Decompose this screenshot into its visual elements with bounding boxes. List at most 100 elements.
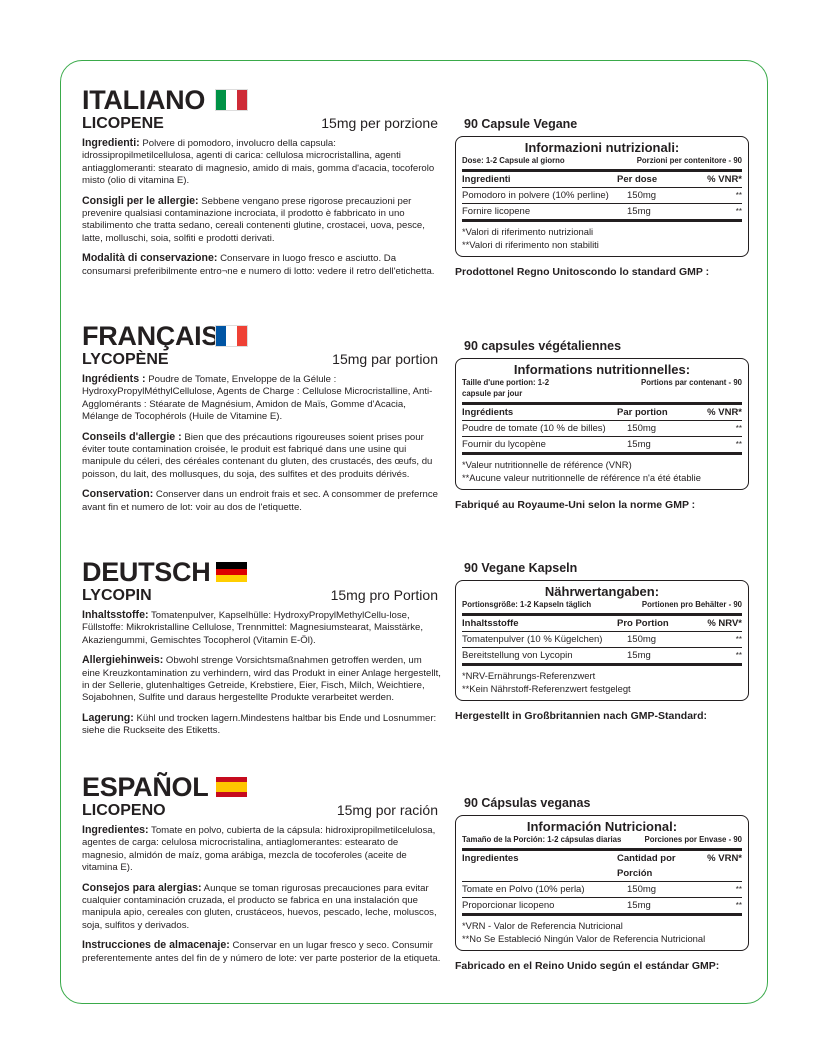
nutrition-column: 90 Vegane Kapseln Nährwertangaben: Portion…	[455, 561, 749, 722]
table-cell: **	[735, 191, 742, 200]
paragraph-text: Conserver dans un endroit frais et sec. …	[82, 489, 438, 513]
table-row: Poudre de tomate (10 % de billes) 150mg **	[462, 421, 742, 437]
language-name: DEUTSCH	[82, 557, 211, 587]
table-cell: Bereitstellung von Lycopin	[462, 650, 573, 661]
serving-size: Tamaño de la Porción: 1-2 cápsulas diari…	[462, 835, 622, 844]
product-name: LICOPENO	[82, 802, 166, 819]
table-header: Ingrédients Par portion % VNR*	[462, 405, 742, 421]
paragraph-text: Tomatenpulver, Kapselhülle: HydroxyPropy…	[82, 610, 424, 646]
paragraph-label: Allergiehinweis:	[82, 654, 164, 667]
table-cell: 150mg	[627, 190, 657, 201]
servings-per-container: Porzioni per contenitore - 90	[636, 156, 742, 165]
language-title: ESPAÑOL	[82, 773, 442, 801]
info-paragraph: Conseils d'allergie : Bien que des préca…	[82, 431, 442, 482]
flag-stripe	[226, 90, 237, 110]
footnotes: *Valeur nutritionnelle de référence (VNR…	[462, 459, 742, 484]
flag-stripe	[216, 562, 247, 569]
spain-flag-icon	[216, 777, 247, 797]
paragraph-text: Poudre de Tomate, Enveloppe de la Gélule…	[82, 374, 433, 423]
table-cell: 15mg	[627, 439, 651, 450]
paragraph-label: Inhaltsstoffe:	[82, 609, 149, 621]
servings-per-container: Porciones por Envase - 90	[644, 835, 743, 844]
language-name: FRANÇAIS	[82, 321, 220, 351]
info-paragraph: Allergiehinweis: Obwohl strenge Vorsicht…	[82, 654, 442, 705]
column-header: Ingredienti	[462, 174, 511, 185]
table-cell: **	[735, 635, 742, 644]
product-name: LYCOPIN	[82, 587, 152, 604]
serving-info: Taille d'une portion: 1-2 capsule par jo…	[462, 377, 742, 405]
germany-flag-icon	[216, 562, 247, 583]
italy-flag-icon	[215, 89, 248, 111]
table-cell: Tomate en Polvo (10% perla)	[462, 884, 585, 895]
paragraph-label: Lagerung:	[82, 711, 134, 724]
column-header: Cantidad por Porción	[617, 853, 676, 879]
info-paragraph: Conservation: Conserver dans un endroit …	[82, 488, 442, 514]
column-header: Pro Portion	[617, 618, 669, 629]
language-title: FRANÇAIS	[82, 322, 442, 350]
paragraph-label: Instrucciones de almacenaje:	[82, 939, 230, 952]
info-paragraph: Consigli per le allergie: Sebbene vengan…	[82, 195, 442, 246]
column-header: Per dose	[617, 174, 658, 185]
table-row: Tomate en Polvo (10% perla) 150mg **	[462, 882, 742, 898]
section-français: FRANÇAIS LYCOPÈNE 15mg par portion Ingrédie…	[82, 322, 442, 514]
flag-stripe	[216, 782, 247, 792]
servings-per-container: Portions par contenant - 90	[641, 378, 742, 387]
table-cell: Tomatenpulver (10 % Kügelchen)	[462, 634, 603, 645]
table-cell: 15mg	[627, 206, 651, 217]
manufacturing-statement: Fabricado en el Reino Unido según el est…	[455, 960, 720, 972]
table-header: Inhaltsstoffe Pro Portion % NRV*	[462, 616, 742, 632]
paragraph-text: Tomate en polvo, cubierta de la cápsula:…	[82, 825, 436, 874]
table-cell: 150mg	[627, 423, 657, 434]
table-row: Tomatenpulver (10 % Kügelchen) 150mg **	[462, 632, 742, 648]
flag-stripe	[236, 90, 247, 110]
table-cell: **	[735, 207, 742, 216]
nutrition-title: Información Nutricional:	[526, 819, 678, 834]
footnote: **Aucune valeur nutritionnelle de référe…	[462, 471, 701, 483]
nutrition-title: Informazioni nutrizionali:	[524, 140, 680, 155]
flag-stripe	[216, 777, 247, 782]
nutrition-facts-box: Informations nutritionnelles: Taille d'un…	[455, 358, 749, 490]
paragraph-label: Modalità di conservazione:	[82, 252, 218, 265]
table-cell: **	[735, 901, 742, 910]
footnote: **Kein Nährstoff-Referenzwert festgelegt	[462, 682, 631, 694]
nutrition-column: 90 Cápsulas veganas Información Nutricion…	[455, 796, 749, 972]
info-paragraph: Ingredientes: Tomate en polvo, cubierta …	[82, 824, 442, 875]
dose-per-serving: 15mg par portion	[332, 351, 438, 367]
france-flag-icon	[215, 325, 248, 347]
paragraph-label: Ingrédients :	[82, 373, 146, 385]
capsule-count: 90 Cápsulas veganas	[464, 796, 591, 810]
product-name: LICOPENE	[82, 115, 164, 132]
column-header: % VRN*	[707, 853, 742, 864]
capsule-count: 90 Vegane Kapseln	[464, 561, 578, 575]
footnote: *Valeur nutritionnelle de référence (VNR…	[462, 459, 632, 470]
info-paragraph: Ingredienti: Polvere di pomodoro, involu…	[82, 137, 442, 188]
footnote: *VRN - Valor de Referencia Nutricional	[462, 920, 623, 931]
serving-info: Tamaño de la Porción: 1-2 cápsulas diari…	[462, 834, 742, 851]
product-row: LICOPENO 15mg por ración	[82, 802, 442, 820]
column-header: Par portion	[617, 407, 668, 418]
info-paragraph: Inhaltsstoffe: Tomatenpulver, Kapselhüll…	[82, 609, 442, 647]
manufacturing-statement: Prodottonel Regno Unitoscondo lo standar…	[455, 266, 710, 278]
nutrition-title: Nährwertangaben:	[544, 584, 660, 599]
table-header: Ingredienti Per dose % VNR*	[462, 172, 742, 188]
language-name: ITALIANO	[82, 85, 206, 115]
column-header: % VNR*	[707, 174, 742, 185]
nutrition-facts-box: Nährwertangaben: Portionsgröße: 1-2 Kapse…	[455, 580, 749, 701]
nutrition-column: 90 capsules végétaliennes Informations nu…	[455, 339, 749, 511]
footnotes: *VRN - Valor de Referencia Nutricional **…	[462, 920, 742, 945]
paragraph-text: Conservar en un lugar fresco y seco. Con…	[82, 940, 441, 964]
table-row: Fornire licopene 15mg **	[462, 204, 742, 222]
flag-stripe	[216, 792, 247, 797]
flag-stripe	[216, 575, 247, 583]
dose-per-serving: 15mg pro Portion	[330, 587, 438, 603]
paragraph-text: Bien que des précautions rigoureuses soi…	[82, 431, 433, 480]
info-paragraph: Instrucciones de almacenaje: Conservar e…	[82, 939, 442, 965]
serving-size: Portionsgröße: 1-2 Kapseln täglich	[462, 600, 592, 609]
paragraph-label: Conseils d'allergie :	[82, 430, 182, 443]
manufacturing-statement: Hergestellt in Großbritannien nach GMP-S…	[455, 710, 708, 722]
paragraph-text: Obwohl strenge Vorsichtsmaßnahmen getrof…	[82, 655, 441, 704]
table-row: Pomodoro in polvere (10% perline) 150mg **	[462, 188, 742, 204]
nutrition-title: Informations nutritionnelles:	[513, 362, 691, 377]
paragraph-label: Conservation:	[82, 488, 154, 501]
info-paragraph: Ingrédients : Poudre de Tomate, Envelopp…	[82, 373, 442, 424]
